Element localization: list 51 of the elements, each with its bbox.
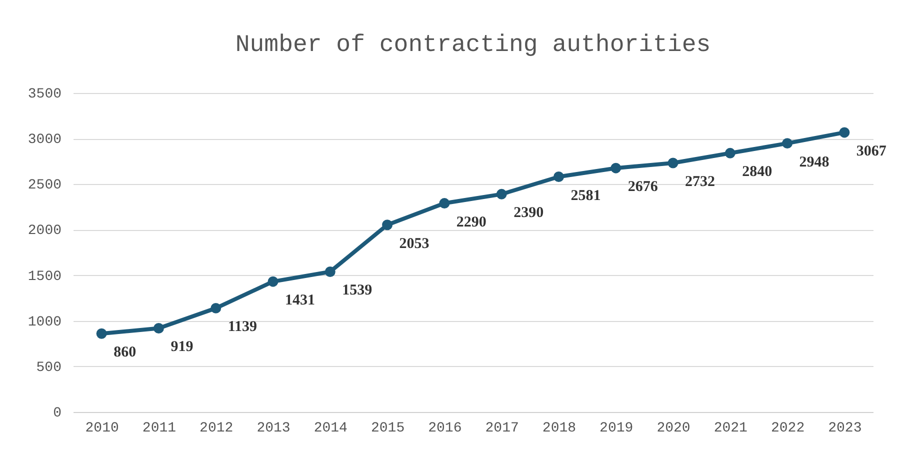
- chart-title: Number of contracting authorities: [235, 32, 711, 59]
- data-label: 2840: [742, 164, 772, 180]
- x-tick-label: 2019: [600, 420, 634, 436]
- point: [610, 162, 622, 174]
- y-tick-label: 1000: [28, 314, 62, 330]
- data-label: 2676: [628, 179, 658, 196]
- x-tick-label: 2012: [200, 420, 234, 436]
- point: [153, 323, 164, 334]
- x-tick-label: 2022: [770, 420, 805, 436]
- point: [324, 266, 336, 277]
- data-label: 1431: [285, 292, 315, 309]
- y-tick-label: 500: [36, 360, 62, 376]
- y-tick-label: 2000: [28, 223, 62, 240]
- point: [496, 188, 507, 200]
- data-label: 3067: [856, 143, 887, 160]
- x-tick-label: 2011: [142, 420, 176, 436]
- point: [439, 198, 450, 209]
- y-tick-label: 3500: [28, 86, 62, 102]
- x-tick-label: 2014: [314, 420, 348, 436]
- x-tick-label: 2017: [485, 420, 519, 436]
- data-label: 2290: [456, 214, 486, 230]
- point: [724, 148, 736, 158]
- x-tick-label: 2018: [542, 420, 576, 436]
- x-tick-label: 2010: [85, 420, 119, 436]
- x-tick-label: 2013: [256, 420, 290, 436]
- point: [382, 220, 393, 230]
- x-tick-label: 2016: [428, 420, 462, 436]
- point: [553, 172, 564, 182]
- data-label: 860: [114, 344, 136, 361]
- point: [782, 138, 793, 149]
- y-tick-label: 3000: [28, 132, 62, 148]
- data-label: 1139: [228, 319, 258, 336]
- point: [268, 276, 278, 287]
- data-label: 2390: [514, 205, 544, 222]
- x-tick-label: 2023: [828, 420, 862, 436]
- point: [210, 302, 222, 314]
- point: [96, 328, 107, 339]
- x-tick-label: 2020: [656, 420, 690, 436]
- y-tick-label: 1500: [28, 268, 62, 285]
- data-label: 1539: [342, 282, 372, 299]
- y-tick-label: 2500: [28, 178, 62, 194]
- data-label: 2053: [399, 236, 430, 252]
- point: [839, 127, 850, 138]
- x-tick-label: 2015: [370, 420, 405, 436]
- y-tick-label: 0: [53, 406, 62, 422]
- point: [668, 158, 678, 168]
- data-label: 2581: [570, 188, 601, 204]
- x-tick-label: 2021: [714, 420, 748, 436]
- data-label: 2948: [799, 154, 830, 170]
- data-label: 2732: [685, 174, 715, 190]
- data-label: 919: [170, 339, 194, 356]
